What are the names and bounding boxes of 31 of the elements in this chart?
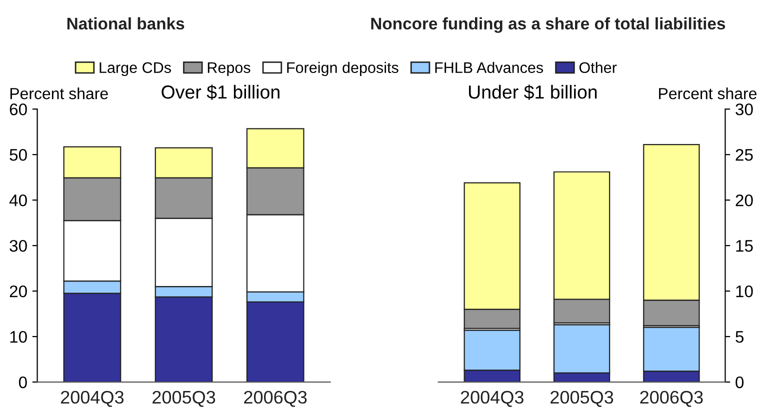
y-tick-label: 40 [9, 194, 27, 206]
y-tick-label: 50 [10, 148, 27, 161]
legend-label: Large CDs [100, 62, 171, 76]
y-tick-label: 0 [18, 376, 27, 388]
y-tick-label: 0 [736, 376, 744, 388]
y-tick-label: 30 [736, 104, 753, 116]
legend-label: Other [579, 62, 617, 74]
y-tick-label: 25 [736, 148, 753, 161]
y-tick-label: 60 [10, 104, 27, 116]
y-tick-label: 10 [10, 330, 27, 343]
legend-label: Repos [208, 62, 250, 76]
y-tick-label: 15 [736, 240, 753, 252]
chart-title: Over $1 billion [162, 84, 280, 100]
x-tick-label: 2005Q3 [152, 390, 216, 407]
chart-title: Under $1 billion [469, 84, 597, 100]
legend-label: FHLB Advances [435, 62, 544, 74]
y-tick-label: 30 [10, 240, 27, 252]
legend-label: Foreign deposits [287, 62, 398, 76]
y-tick-label: 5 [736, 331, 744, 343]
text: Noncore funding as a share of total liabilities [371, 17, 726, 33]
y-tick-label: 10 [736, 285, 753, 298]
y-axis-title: Percent share [10, 88, 108, 100]
x-tick-label: 2004Q3 [61, 390, 124, 407]
x-tick-label: 2005Q3 [550, 390, 614, 407]
y-tick-label: 20 [10, 285, 27, 298]
y-axis-title: Percent share [659, 88, 756, 100]
x-tick-label: 2006Q3 [640, 390, 703, 407]
x-tick-label: 2006Q3 [244, 390, 307, 407]
text: National banks [67, 17, 184, 30]
y-tick-label: 20 [736, 194, 753, 206]
x-tick-label: 2004Q3 [460, 390, 524, 407]
